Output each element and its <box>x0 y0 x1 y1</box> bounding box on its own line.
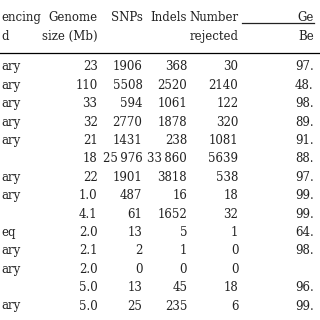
Text: 98.: 98. <box>295 97 314 110</box>
Text: 5.0: 5.0 <box>79 281 98 294</box>
Text: 110: 110 <box>75 79 98 92</box>
Text: 0: 0 <box>180 263 187 276</box>
Text: 25 976: 25 976 <box>103 152 142 165</box>
Text: 487: 487 <box>120 189 142 202</box>
Text: 13: 13 <box>128 226 142 239</box>
Text: ary: ary <box>2 60 21 73</box>
Text: 5508: 5508 <box>113 79 142 92</box>
Text: eq: eq <box>2 226 16 239</box>
Text: ary: ary <box>2 97 21 110</box>
Text: Indels: Indels <box>151 11 187 24</box>
Text: 1061: 1061 <box>157 97 187 110</box>
Text: 98.: 98. <box>295 244 314 257</box>
Text: 18: 18 <box>224 281 238 294</box>
Text: 25: 25 <box>128 300 142 313</box>
Text: ary: ary <box>2 171 21 184</box>
Text: 0: 0 <box>135 263 142 276</box>
Text: Be: Be <box>298 30 314 44</box>
Text: ary: ary <box>2 244 21 257</box>
Text: 64.: 64. <box>295 226 314 239</box>
Text: 1878: 1878 <box>157 116 187 129</box>
Text: ary: ary <box>2 300 21 313</box>
Text: SNPs: SNPs <box>110 11 142 24</box>
Text: 1081: 1081 <box>209 134 238 147</box>
Text: 2.0: 2.0 <box>79 226 98 239</box>
Text: 2.1: 2.1 <box>79 244 98 257</box>
Text: 1.0: 1.0 <box>79 189 98 202</box>
Text: 1431: 1431 <box>113 134 142 147</box>
Text: 0: 0 <box>231 263 238 276</box>
Text: 30: 30 <box>223 60 238 73</box>
Text: 1652: 1652 <box>157 207 187 220</box>
Text: 99.: 99. <box>295 207 314 220</box>
Text: 1901: 1901 <box>113 171 142 184</box>
Text: 61: 61 <box>128 207 142 220</box>
Text: Ge: Ge <box>297 11 314 24</box>
Text: Number: Number <box>189 11 238 24</box>
Text: 2770: 2770 <box>113 116 142 129</box>
Text: 45: 45 <box>172 281 187 294</box>
Text: 88.: 88. <box>295 152 314 165</box>
Text: Genome: Genome <box>48 11 98 24</box>
Text: ary: ary <box>2 263 21 276</box>
Text: 13: 13 <box>128 281 142 294</box>
Text: 368: 368 <box>165 60 187 73</box>
Text: 235: 235 <box>165 300 187 313</box>
Text: 96.: 96. <box>295 281 314 294</box>
Text: 2520: 2520 <box>157 79 187 92</box>
Text: 2140: 2140 <box>209 79 238 92</box>
Text: rejected: rejected <box>189 30 238 44</box>
Text: 32: 32 <box>224 207 238 220</box>
Text: 91.: 91. <box>295 134 314 147</box>
Text: 122: 122 <box>216 97 238 110</box>
Text: encing: encing <box>2 11 42 24</box>
Text: 238: 238 <box>165 134 187 147</box>
Text: 99.: 99. <box>295 189 314 202</box>
Text: 99.: 99. <box>295 300 314 313</box>
Text: 0: 0 <box>231 244 238 257</box>
Text: 5639: 5639 <box>208 152 238 165</box>
Text: 18: 18 <box>224 189 238 202</box>
Text: ary: ary <box>2 189 21 202</box>
Text: 538: 538 <box>216 171 238 184</box>
Text: 18: 18 <box>83 152 98 165</box>
Text: 48.: 48. <box>295 79 314 92</box>
Text: 3818: 3818 <box>157 171 187 184</box>
Text: 1: 1 <box>231 226 238 239</box>
Text: ary: ary <box>2 134 21 147</box>
Text: 5: 5 <box>180 226 187 239</box>
Text: 5.0: 5.0 <box>79 300 98 313</box>
Text: 89.: 89. <box>295 116 314 129</box>
Text: 2.0: 2.0 <box>79 263 98 276</box>
Text: 594: 594 <box>120 97 142 110</box>
Text: 6: 6 <box>231 300 238 313</box>
Text: 1906: 1906 <box>113 60 142 73</box>
Text: 32: 32 <box>83 116 98 129</box>
Text: 21: 21 <box>83 134 98 147</box>
Text: 4.1: 4.1 <box>79 207 98 220</box>
Text: 97.: 97. <box>295 60 314 73</box>
Text: 33: 33 <box>83 97 98 110</box>
Text: 33 860: 33 860 <box>148 152 187 165</box>
Text: 97.: 97. <box>295 171 314 184</box>
Text: 23: 23 <box>83 60 98 73</box>
Text: ary: ary <box>2 79 21 92</box>
Text: size (Mb): size (Mb) <box>42 30 98 44</box>
Text: 1: 1 <box>180 244 187 257</box>
Text: 22: 22 <box>83 171 98 184</box>
Text: d: d <box>2 30 9 44</box>
Text: ary: ary <box>2 116 21 129</box>
Text: 2: 2 <box>135 244 142 257</box>
Text: 320: 320 <box>216 116 238 129</box>
Text: 16: 16 <box>172 189 187 202</box>
